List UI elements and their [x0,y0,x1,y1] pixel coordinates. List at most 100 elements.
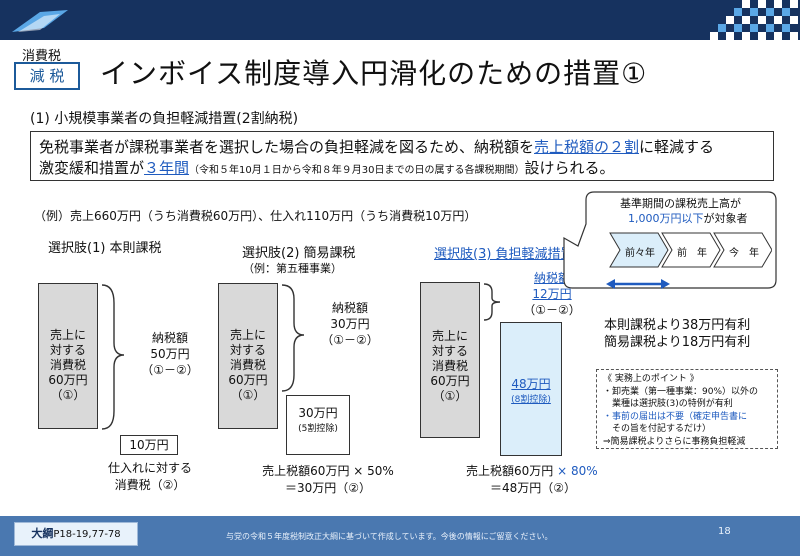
top-bar [0,0,800,40]
checker-square [726,16,734,24]
tax-label-line: 納税額 [151,331,188,345]
checker-square [758,16,766,24]
tax-cut-badge: 減 税 [14,62,80,90]
page-number: 18 [718,526,731,537]
deduct-amount: 30万円 [298,406,338,420]
summary-highlight: ３年間 [144,159,190,177]
points-title: 《 実務上のポイント 》 [603,374,699,384]
checker-square [790,16,798,24]
option2-sales-block: 売上に 対する 消費税 60万円 （①） [218,283,278,429]
tax-label-line: 12万円 [532,287,572,301]
callout-line-2: 1,000万円以下が対象者 [628,210,748,226]
checker-square [742,32,750,40]
option2-brace-icon [281,284,305,392]
option3-deduct-box: 48万円 (8割控除) [500,322,562,456]
arrow-label-last-year: 前 年 [677,248,707,259]
checker-square [734,8,742,16]
tax-label-line: （①－②） [141,363,199,377]
reference-pages: P18-19,77-78 [53,529,121,540]
option3-sales-block: 売上に 対する 消費税 60万円 （①） [420,282,480,438]
logo-icon [12,10,68,32]
outline-reference: 大綱P18-19,77-78 [14,522,138,546]
deduct-rate: (5割控除) [298,424,338,434]
deduct-rate: (8割控除) [511,395,551,405]
tax-label-line: 納税額 [533,271,570,285]
calc-text: 売上税額60万円 [466,464,554,478]
checker-square [750,8,758,16]
checker-square [790,0,798,8]
option2-tax-label: 納税額 30万円 （①－②） [310,300,390,348]
checker-square [790,32,798,40]
checker-square [758,0,766,8]
arrow-label-this-year: 今 年 [729,248,759,259]
points-item: その旨を付記するだけ） [603,424,712,434]
option2-calc: 売上税額60万円 × 50% ＝30万円（②） [238,463,418,497]
example-text: （例）売上660万円（うち消費税60万円）、仕入れ110万円（うち消費税10万円… [34,209,477,223]
tax-category-label: 消費税 [22,49,62,64]
points-item: 業種は選択肢(3)の特例が有利 [603,399,733,409]
checker-square [774,0,782,8]
calc-rate: × 80% [557,464,598,478]
sales-block-line: （①） [50,388,86,402]
tax-label-line: 50万円 [150,347,190,361]
option3-calc-result: ＝48万円（②） [490,481,577,495]
option3-title: 選択肢(3) 負担軽減措置 [434,247,574,262]
checker-pattern-icon [710,0,798,40]
summary-line-2: 激変緩和措置が３年間（令和５年10月１日から令和８年９月30日までの日の属する各… [39,157,615,178]
option1-title: 選択肢(1) 本則課税 [48,241,162,256]
sales-block-line: （①） [432,389,468,403]
points-item: ・事前の届出は不要（確定申告書に [603,411,748,422]
option2-subtitle: （例：第五種事業） [243,262,342,275]
checker-square [742,16,750,24]
checker-square [766,8,774,16]
option3-brace-icon [483,283,501,321]
tax-label-line: （①－②） [523,303,581,317]
tax-label-line: （①－②） [321,333,379,347]
option1-brace-icon [101,284,125,430]
sales-block-line: 60万円 [228,373,268,387]
calc-line: ＝30万円（②） [284,481,372,495]
summary-period: （令和５年10月１日から令和８年９月30日までの日の属する各課税期間） [189,165,525,176]
advantage-line-2: 簡易課税より18万円有利 [604,335,751,350]
checker-square [782,24,790,32]
sales-block-line: 消費税 [49,358,86,372]
summary-text: 免税事業者が課税事業者を選択した場合の負担軽減を図るため、納税額を [39,138,535,156]
checker-square [758,32,766,40]
page-title: インボイス制度導入円滑化のための措置① [100,57,648,90]
callout-text: が対象者 [703,212,748,225]
footer-note: 与党の令和５年度税制改正大綱に基づいて作成しています。今後の情報にご留意ください… [226,532,553,541]
sales-block-line: 売上に [229,328,266,342]
checker-square [774,32,782,40]
callout-highlight: 1,000万円以下 [628,212,704,225]
practical-points-box: 《 実務上のポイント 》 ・卸売業（第一種事業：90%）以外の 業種は選択肢(3… [596,369,778,449]
option2-deduct-box: 30万円 (5割控除) [286,395,350,455]
points-item: ⇒簡易課税よりさらに事務負担軽減 [603,436,746,447]
arrow-label-two-years-ago: 前々年 [625,248,655,259]
checker-square [750,24,758,32]
option3-calc: 売上税額60万円 × 80% [466,462,598,479]
sales-block-line: 対する [229,343,266,357]
summary-text: に軽減する [639,138,715,156]
option1-tax-label: 納税額 50万円 （①－②） [130,330,210,378]
sales-block-line: 売上に [431,329,468,343]
checker-square [734,24,742,32]
summary-line-1: 免税事業者が課税事業者を選択した場合の負担軽減を図るため、納税額を売上税額の２割… [39,136,714,157]
summary-box: 免税事業者が課税事業者を選択した場合の負担軽減を図るため、納税額を売上税額の２割… [30,131,774,181]
sales-block-line: 対する [49,343,86,357]
summary-text: 激変緩和措置が [39,159,145,177]
deduct-amount: 48万円 [511,377,551,391]
tax-label-line: 納税額 [331,301,368,315]
checker-square [766,24,774,32]
year-arrows [609,232,772,268]
tax-label-line: 30万円 [330,317,370,331]
checker-square [774,16,782,24]
summary-highlight: 売上税額の２割 [534,138,640,156]
summary-text: 設けられる。 [524,159,615,177]
sales-block-line: 売上に [49,328,86,342]
purchase-label-line: 消費税（②） [114,478,186,492]
reference-label: 大綱 [31,527,54,540]
option2-title: 選択肢(2) 簡易課税 [242,246,356,261]
checker-square [726,32,734,40]
sales-block-line: （①） [230,388,266,402]
section-heading: (1) 小規模事業者の負担軽減措置(2割納税) [30,111,299,127]
